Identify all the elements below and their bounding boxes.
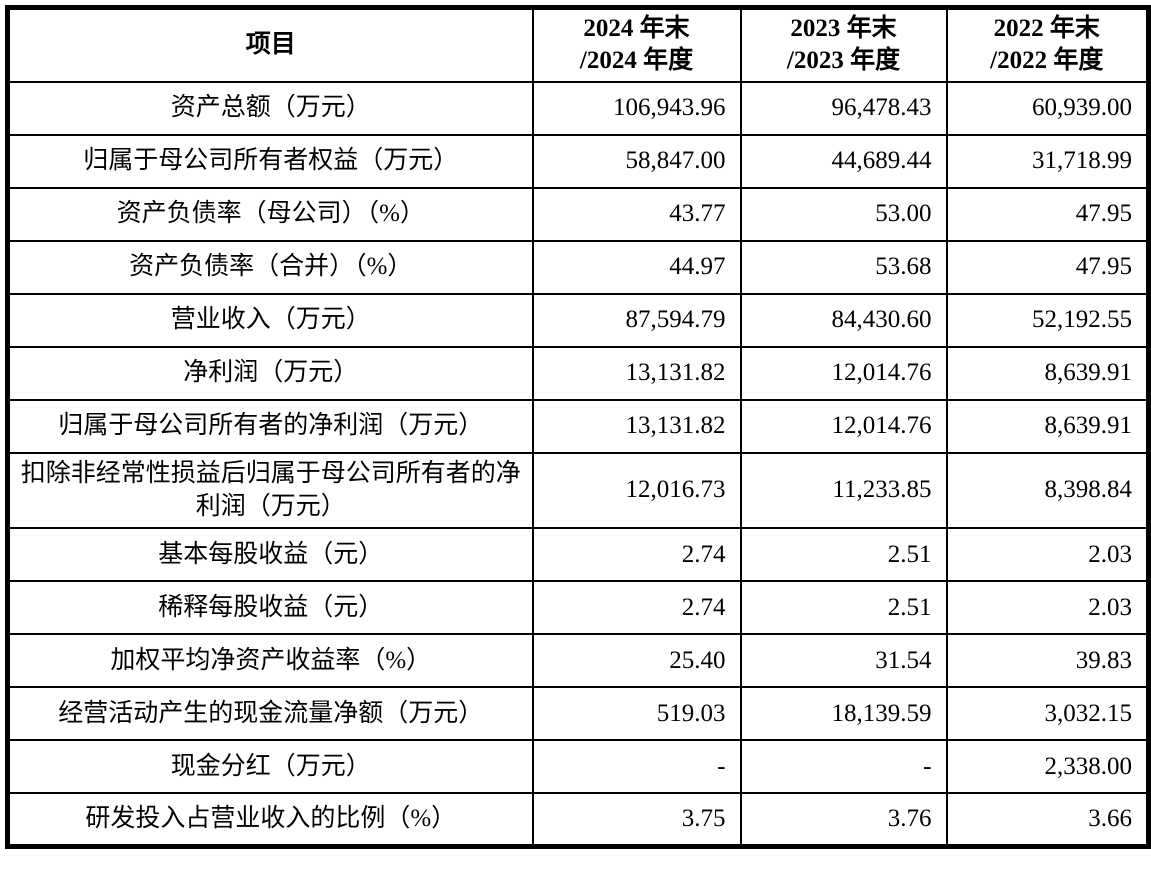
cell-2024: 25.40 [531,633,742,688]
cell-2023: 12,014.76 [739,345,948,401]
table-row-operating-cash-flow: 经营活动产生的现金流量净额（万元） 519.03 18,139.59 3,032… [6,686,1150,741]
table-row-parent-equity: 归属于母公司所有者权益（万元） 58,847.00 44,689.44 31,7… [6,133,1150,189]
row-label: 净利润（万元） [6,345,534,401]
cell-2022: 8,398.84 [945,451,1150,529]
header-period-2023-line1: 2023 年末 [790,14,897,42]
table-row-total-assets: 资产总额（万元） 106,943.96 96,478.43 60,939.00 [6,80,1150,136]
cell-2024: 3.75 [531,792,742,847]
cell-2023: 11,233.85 [739,451,948,529]
cell-2022: 3.66 [945,792,1150,847]
cell-2024: - [531,739,742,794]
cell-2023: 2.51 [739,527,948,582]
header-cell-period-2023: 2023 年末 /2023 年度 [739,6,948,83]
cell-2022: 2,338.00 [945,739,1150,794]
cell-2024: 2.74 [531,580,742,635]
cell-2024: 58,847.00 [531,133,742,189]
row-label: 稀释每股收益（元） [6,580,534,635]
header-period-2022-line1: 2022 年末 [993,14,1100,42]
row-label: 现金分红（万元） [6,739,534,794]
cell-2022: 39.83 [945,633,1150,688]
table-row-operating-revenue: 营业收入（万元） 87,594.79 84,430.60 52,192.55 [6,292,1150,348]
row-label: 归属于母公司所有者的净利润（万元） [6,398,534,454]
header-item-label: 项目 [245,31,296,58]
cell-2024: 2.74 [531,527,742,582]
table-row-net-profit-parent: 归属于母公司所有者的净利润（万元） 13,131.82 12,014.76 8,… [6,398,1150,454]
cell-2024: 13,131.82 [531,345,742,401]
cell-2022: 47.95 [945,186,1150,242]
cell-2024: 13,131.82 [531,398,742,454]
cell-2023: 96,478.43 [739,80,948,136]
cell-2023: 84,430.60 [739,292,948,348]
table-row-cash-dividend: 现金分红（万元） - - 2,338.00 [6,739,1150,794]
cell-2023: 2.51 [739,580,948,635]
row-label: 基本每股收益（元） [6,527,534,582]
row-label: 扣除非经常性损益后归属于母公司所有者的净利润（万元） [6,451,534,529]
cell-2022: 47.95 [945,239,1150,295]
row-label: 归属于母公司所有者权益（万元） [6,133,534,189]
row-label: 资产总额（万元） [6,80,534,136]
cell-2023: 3.76 [739,792,948,847]
cell-2022: 8,639.91 [945,398,1150,454]
cell-2022: 31,718.99 [945,133,1150,189]
table-row-diluted-eps: 稀释每股收益（元） 2.74 2.51 2.03 [6,580,1150,635]
cell-2022: 60,939.00 [945,80,1150,136]
table-row-net-profit-excl-nonrecurring: 扣除非经常性损益后归属于母公司所有者的净利润（万元） 12,016.73 11,… [6,451,1150,529]
document-page: 项目 2024 年末 /2024 年度 2023 年末 /2023 年度 202… [5,5,1151,849]
cell-2023: 53.68 [739,239,948,295]
cell-2024: 519.03 [531,686,742,741]
table-row-net-profit: 净利润（万元） 13,131.82 12,014.76 8,639.91 [6,345,1150,401]
cell-2024: 106,943.96 [531,80,742,136]
cell-2024: 44.97 [531,239,742,295]
cell-2023: 18,139.59 [739,686,948,741]
table-row-debt-ratio-parent: 资产负债率（母公司）（%） 43.77 53.00 47.95 [6,186,1150,242]
cell-2023: 53.00 [739,186,948,242]
cell-2022: 8,639.91 [945,345,1150,401]
cell-2022: 2.03 [945,527,1150,582]
table-row-debt-ratio-consolidated: 资产负债率（合并）（%） 44.97 53.68 47.95 [6,239,1150,295]
row-label: 资产负债率（合并）（%） [6,239,534,295]
cell-2024: 12,016.73 [531,451,742,529]
header-cell-period-2022: 2022 年末 /2022 年度 [945,6,1150,83]
header-period-2022-line2: /2022 年度 [990,47,1104,75]
cell-2022: 3,032.15 [945,686,1150,741]
cell-2022: 52,192.55 [945,292,1150,348]
cell-2022: 2.03 [945,580,1150,635]
table-row-weighted-roe: 加权平均净资产收益率（%） 25.40 31.54 39.83 [6,633,1150,688]
header-period-2024-line2: /2024 年度 [579,47,694,75]
cell-2023: 12,014.76 [739,398,948,454]
table-row-basic-eps: 基本每股收益（元） 2.74 2.51 2.03 [6,527,1150,582]
cell-2023: 44,689.44 [739,133,948,189]
table-row-rd-ratio: 研发投入占营业收入的比例（%） 3.75 3.76 3.66 [6,792,1150,847]
cell-2023: 31.54 [739,633,948,688]
header-cell-item: 项目 [6,6,534,83]
cell-2024: 87,594.79 [531,292,742,348]
row-label: 加权平均净资产收益率（%） [6,633,534,688]
row-label: 资产负债率（母公司）（%） [6,186,534,242]
financial-summary-table: 项目 2024 年末 /2024 年度 2023 年末 /2023 年度 202… [5,5,1151,849]
row-label: 营业收入（万元） [6,292,534,348]
header-period-2023-line2: /2023 年度 [786,47,901,75]
cell-2024: 43.77 [531,186,742,242]
row-label: 研发投入占营业收入的比例（%） [6,792,534,847]
header-cell-period-2024: 2024 年末 /2024 年度 [531,6,742,83]
row-label: 经营活动产生的现金流量净额（万元） [6,686,534,741]
header-period-2024-line1: 2024 年末 [583,14,690,42]
cell-2023: - [739,739,948,794]
header-row: 项目 2024 年末 /2024 年度 2023 年末 /2023 年度 202… [6,6,1150,83]
